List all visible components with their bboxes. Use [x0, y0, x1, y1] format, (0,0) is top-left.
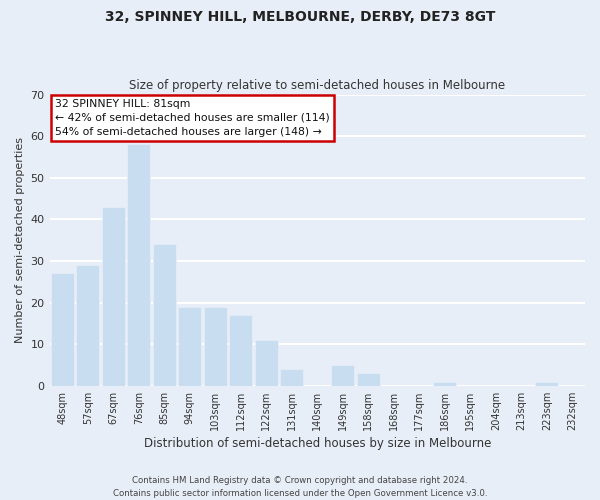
Bar: [535, 382, 558, 386]
Bar: [280, 369, 303, 386]
Bar: [357, 374, 380, 386]
Bar: [331, 365, 354, 386]
X-axis label: Distribution of semi-detached houses by size in Melbourne: Distribution of semi-detached houses by …: [143, 437, 491, 450]
Bar: [127, 144, 150, 386]
Bar: [204, 307, 227, 386]
Bar: [433, 382, 456, 386]
Y-axis label: Number of semi-detached properties: Number of semi-detached properties: [15, 137, 25, 343]
Bar: [102, 207, 125, 386]
Title: Size of property relative to semi-detached houses in Melbourne: Size of property relative to semi-detach…: [129, 79, 505, 92]
Bar: [178, 307, 201, 386]
Bar: [229, 315, 252, 386]
Bar: [255, 340, 278, 386]
Text: 32, SPINNEY HILL, MELBOURNE, DERBY, DE73 8GT: 32, SPINNEY HILL, MELBOURNE, DERBY, DE73…: [105, 10, 495, 24]
Text: Contains HM Land Registry data © Crown copyright and database right 2024.
Contai: Contains HM Land Registry data © Crown c…: [113, 476, 487, 498]
Bar: [51, 274, 74, 386]
Bar: [153, 244, 176, 386]
Bar: [76, 265, 99, 386]
Text: 32 SPINNEY HILL: 81sqm
← 42% of semi-detached houses are smaller (114)
54% of se: 32 SPINNEY HILL: 81sqm ← 42% of semi-det…: [55, 99, 329, 137]
